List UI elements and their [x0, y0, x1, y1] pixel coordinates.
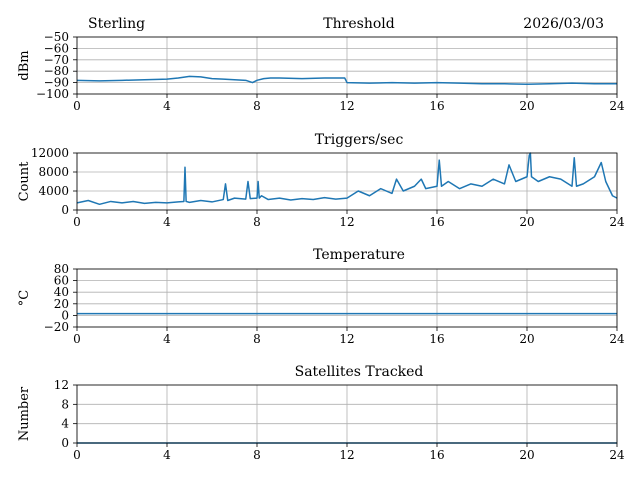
y-tick-label: 40: [54, 285, 69, 299]
y-tick-label: 20: [54, 297, 69, 311]
x-tick-label: 20: [519, 332, 534, 346]
x-tick-label: 8: [253, 332, 261, 346]
chart-title: Satellites Tracked: [295, 364, 424, 380]
chart-title: Threshold: [323, 16, 394, 32]
x-tick-label: 24: [609, 215, 625, 229]
y-tick-label: 4000: [38, 184, 69, 198]
x-tick-label: 0: [73, 215, 81, 229]
x-tick-label: 4: [163, 99, 171, 113]
x-tick-label: 8: [253, 99, 261, 113]
panel-0: 0 4 8 12 16 20 24 −100−90−80−70−60−50 dBm Thresho…: [17, 16, 625, 113]
y-tick-label: 12: [54, 378, 69, 392]
y-tick-label: −100: [36, 87, 69, 101]
y-tick-label: 0: [61, 436, 69, 450]
x-tick-label: 16: [429, 332, 444, 346]
y-tick-label: −70: [44, 53, 69, 67]
x-tick-label: 24: [609, 448, 625, 462]
x-tick-label: 8: [253, 215, 261, 229]
y-tick-label: −60: [44, 41, 69, 55]
y-tick-label: 0: [61, 203, 69, 217]
x-tick-label: 0: [73, 448, 81, 462]
panel-3: 0 4 8 12 16 20 24 0 4 8 12 Number Satellites Tracked: [17, 364, 625, 462]
y-tick-label: 60: [54, 274, 69, 288]
x-tick-label: 24: [609, 332, 625, 346]
x-tick-label: 8: [253, 448, 261, 462]
x-tick-label: 24: [609, 99, 625, 113]
y-tick-label: 8000: [38, 165, 69, 179]
y-tick-label: 12000: [31, 146, 69, 160]
y-tick-label: 0: [61, 308, 69, 322]
y-tick-label: −50: [44, 30, 69, 44]
x-tick-label: 12: [339, 332, 354, 346]
chart-panels: 0 4 8 12 16 20 24 −100−90−80−70−60−50 dBm Thresho…: [17, 16, 625, 462]
series-line-0-0: [76, 75, 617, 86]
x-tick-label: 12: [339, 215, 354, 229]
x-tick-label: 12: [339, 99, 354, 113]
report-date: 2026/03/03: [523, 16, 604, 32]
x-tick-label: 12: [339, 448, 354, 462]
x-tick-label: 16: [429, 448, 444, 462]
y-tick-label: −20: [44, 320, 69, 334]
x-tick-label: 20: [519, 99, 534, 113]
x-tick-label: 4: [163, 332, 171, 346]
x-tick-label: 4: [163, 215, 171, 229]
x-tick-label: 0: [73, 99, 81, 113]
chart-title: Triggers/sec: [315, 132, 404, 148]
series-line-1-0: [76, 152, 618, 206]
x-tick-label: 16: [429, 215, 444, 229]
chart-title: Temperature: [313, 247, 405, 263]
y-axis-title: °C: [17, 290, 32, 307]
x-tick-label: 20: [519, 448, 534, 462]
y-tick-label: −80: [44, 64, 69, 78]
y-tick-label: −90: [44, 76, 69, 90]
y-tick-label: 8: [61, 397, 69, 411]
x-tick-label: 4: [163, 448, 171, 462]
y-axis-title: dBm: [17, 50, 32, 80]
y-tick-label: 4: [61, 417, 69, 431]
x-tick-label: 20: [519, 215, 534, 229]
y-axis-title: Count: [17, 161, 32, 202]
y-axis-title: Number: [17, 386, 32, 441]
x-tick-label: 16: [429, 99, 444, 113]
station-name: Sterling: [88, 16, 145, 32]
y-tick-label: 80: [54, 262, 69, 276]
x-tick-label: 0: [73, 332, 81, 346]
